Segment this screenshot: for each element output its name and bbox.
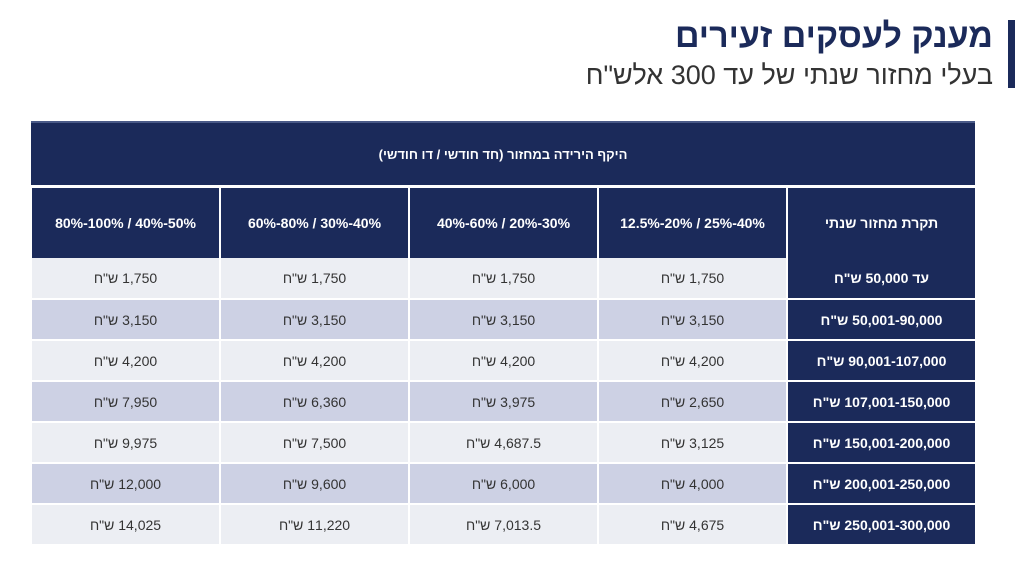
grant-cell: 6,000 ש"ח — [408, 463, 599, 505]
row-label: עד 50,000 ש"ח — [786, 258, 976, 300]
grant-cell: 3,125 ש"ח — [597, 422, 788, 464]
grant-cell: 4,687.5 ש"ח — [408, 422, 599, 464]
grant-table: היקף הירידה במחזור (חד חודשי / דו חודשי)… — [29, 121, 976, 546]
grant-cell: 9,600 ש"ח — [219, 463, 410, 505]
table-row: 150,001-200,000 ש"ח 3,125 ש"ח 4,687.5 ש"… — [29, 422, 976, 464]
grant-cell: 7,013.5 ש"ח — [408, 504, 599, 546]
grant-cell: 3,975 ש"ח — [408, 381, 599, 423]
grant-cell: 4,675 ש"ח — [597, 504, 788, 546]
grant-cell: 4,200 ש"ח — [219, 340, 410, 382]
page-subtitle: בעלי מחזור שנתי של עד 300 אלש"ח — [585, 60, 993, 90]
table-row: 50,001-90,000 ש"ח 3,150 ש"ח 3,150 ש"ח 3,… — [29, 299, 976, 341]
grant-cell: 1,750 ש"ח — [597, 258, 788, 300]
column-header: 40%-60% / 20%-30% — [408, 186, 599, 258]
table-row: עד 50,000 ש"ח 1,750 ש"ח 1,750 ש"ח 1,750 … — [29, 258, 976, 300]
row-label: 150,001-200,000 ש"ח — [786, 422, 976, 464]
row-label: 90,001-107,000 ש"ח — [786, 340, 976, 382]
turnover-drop-group-header: היקף הירידה במחזור (חד חודשי / דו חודשי) — [31, 121, 976, 188]
grant-cell: 2,650 ש"ח — [597, 381, 788, 423]
table-row: 250,001-300,000 ש"ח 4,675 ש"ח 7,013.5 ש"… — [29, 504, 976, 546]
table-row: 107,001-150,000 ש"ח 2,650 ש"ח 3,975 ש"ח … — [29, 381, 976, 423]
grant-cell: 11,220 ש"ח — [219, 504, 410, 546]
grant-cell: 14,025 ש"ח — [29, 504, 221, 546]
grant-cell: 1,750 ש"ח — [219, 258, 410, 300]
grant-cell: 3,150 ש"ח — [219, 299, 410, 341]
grant-cell: 1,750 ש"ח — [29, 258, 221, 300]
grant-cell: 3,150 ש"ח — [29, 299, 221, 341]
page-title: מענק לעסקים זעירים — [675, 17, 993, 55]
column-header: 80%-100% / 40%-50% — [29, 186, 221, 258]
grant-cell: 9,975 ש"ח — [29, 422, 221, 464]
grant-cell: 3,150 ש"ח — [597, 299, 788, 341]
grant-cell: 1,750 ש"ח — [408, 258, 599, 300]
grant-cell: 12,000 ש"ח — [29, 463, 221, 505]
grant-cell: 3,150 ש"ח — [408, 299, 599, 341]
grant-cell: 4,200 ש"ח — [597, 340, 788, 382]
title-accent-bar — [1008, 20, 1015, 88]
annual-turnover-column-header: תקרת מחזור שנתי — [786, 186, 976, 258]
grant-cell: 7,950 ש"ח — [29, 381, 221, 423]
table-row: 90,001-107,000 ש"ח 4,200 ש"ח 4,200 ש"ח 4… — [29, 340, 976, 382]
grant-cell: 4,200 ש"ח — [29, 340, 221, 382]
grant-cell: 6,360 ש"ח — [219, 381, 410, 423]
column-header: 60%-80% / 30%-40% — [219, 186, 410, 258]
row-label: 50,001-90,000 ש"ח — [786, 299, 976, 341]
row-label: 107,001-150,000 ש"ח — [786, 381, 976, 423]
table-row: 200,001-250,000 ש"ח 4,000 ש"ח 6,000 ש"ח … — [29, 463, 976, 505]
grant-cell: 4,000 ש"ח — [597, 463, 788, 505]
grant-cell: 4,200 ש"ח — [408, 340, 599, 382]
row-label: 250,001-300,000 ש"ח — [786, 504, 976, 546]
grant-cell: 7,500 ש"ח — [219, 422, 410, 464]
column-header: 12.5%-20% / 25%-40% — [597, 186, 788, 258]
row-label: 200,001-250,000 ש"ח — [786, 463, 976, 505]
